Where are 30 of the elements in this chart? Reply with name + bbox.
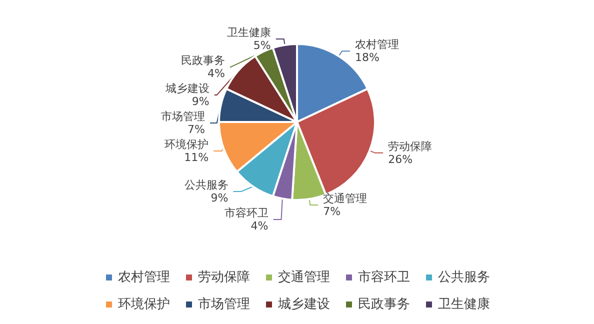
legend-label: 卫生健康	[438, 297, 490, 312]
data-label: 26%	[388, 152, 413, 166]
slice-label: 环境保护	[164, 138, 209, 152]
slice-label: 市场管理	[161, 110, 206, 124]
data-label: 11%	[184, 151, 209, 164]
legend-label: 市场管理	[198, 297, 250, 312]
data-label: 4%	[207, 67, 225, 80]
data-label: 7%	[188, 123, 206, 136]
legend-label: 民政事务	[358, 297, 410, 312]
data-label: 9%	[210, 191, 228, 204]
slice-label: 城乡建设	[164, 82, 210, 96]
legend-label: 公共服务	[438, 270, 490, 285]
slice-label: 交通管理	[323, 192, 368, 205]
legend-label: 环境保护	[118, 296, 170, 312]
legend-label: 交通管理	[278, 269, 330, 285]
slice-label: 劳动保障	[388, 140, 432, 153]
data-label: 4%	[250, 219, 268, 232]
slice-label: 卫生健康	[226, 26, 271, 40]
data-label: 5%	[253, 39, 271, 52]
legend-label: 劳动保障	[198, 270, 250, 285]
data-label: 9%	[192, 95, 210, 108]
data-label: 7%	[323, 204, 341, 218]
legend-label: 城乡建设	[277, 297, 330, 312]
legend-label: 农村管理	[118, 270, 170, 285]
slice-label: 公共服务	[184, 178, 228, 192]
slice-label: 市容环卫	[224, 206, 268, 220]
data-label: 18%	[355, 51, 380, 64]
slice-label: 农村管理	[355, 38, 400, 52]
legend-label: 市容环卫	[358, 269, 410, 285]
slice-label: 民政事务	[180, 54, 225, 68]
